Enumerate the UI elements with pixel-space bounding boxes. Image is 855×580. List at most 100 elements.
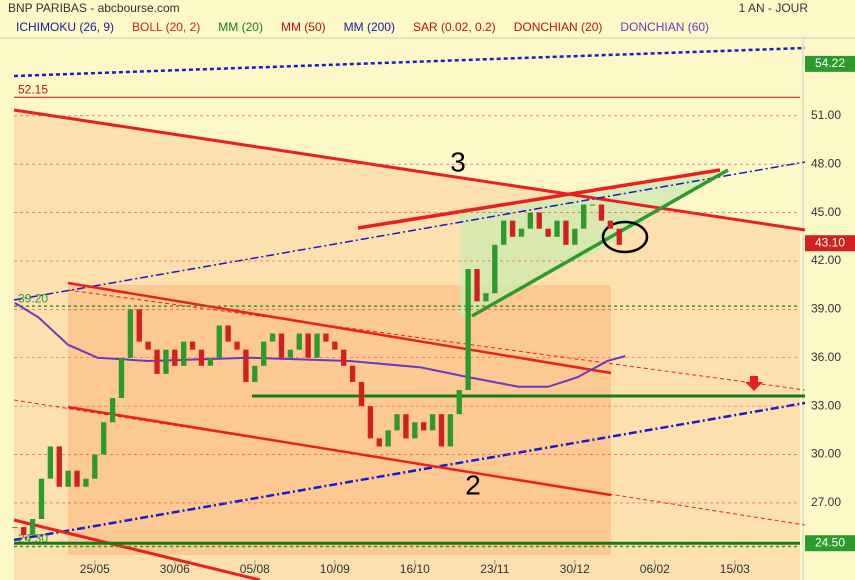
candle bbox=[163, 349, 169, 374]
y-tick-label: 45.00 bbox=[811, 205, 841, 219]
x-tick-label: 05/08 bbox=[240, 562, 270, 576]
candle bbox=[474, 269, 480, 302]
candle bbox=[181, 341, 187, 366]
candle bbox=[349, 365, 356, 382]
candle bbox=[527, 212, 534, 229]
candle bbox=[616, 228, 622, 245]
candle bbox=[598, 204, 605, 221]
candle bbox=[243, 349, 249, 382]
candle bbox=[305, 333, 311, 358]
candle bbox=[314, 333, 320, 358]
trend-line bbox=[13, 46, 806, 78]
channel-line bbox=[13, 518, 261, 580]
trend-line bbox=[13, 108, 806, 232]
candle bbox=[429, 414, 436, 431]
candle bbox=[501, 220, 507, 245]
legend-entry: BOLL (20, 2) bbox=[132, 20, 200, 34]
candle bbox=[101, 422, 107, 455]
candle bbox=[492, 244, 498, 294]
candle bbox=[118, 357, 125, 399]
price-tag-label: 24.50 bbox=[815, 535, 845, 549]
x-tick-label: 06/02 bbox=[640, 562, 670, 576]
candle bbox=[269, 333, 276, 342]
candle bbox=[394, 414, 400, 431]
channel-line bbox=[67, 289, 806, 391]
legend-entry: ICHIMOKU (26, 9) bbox=[16, 20, 114, 34]
candle bbox=[252, 365, 258, 382]
candle bbox=[47, 446, 54, 479]
legend-entry: DONCHIAN (60) bbox=[620, 20, 709, 34]
legend-entry: SAR (0.02, 0.2) bbox=[413, 20, 496, 34]
candle bbox=[12, 527, 18, 529]
candle bbox=[545, 228, 551, 237]
y-tick-label: 42.00 bbox=[811, 253, 841, 267]
candle bbox=[358, 381, 365, 407]
y-tick-label: 39.00 bbox=[811, 302, 841, 316]
candle bbox=[509, 220, 516, 237]
candle bbox=[536, 212, 542, 229]
candle bbox=[403, 414, 409, 439]
y-tick-label: 51.00 bbox=[811, 108, 841, 122]
x-tick-label: 10/09 bbox=[320, 562, 350, 576]
candle bbox=[74, 470, 80, 487]
candle bbox=[367, 406, 374, 439]
candle bbox=[483, 293, 489, 302]
triangle-line bbox=[471, 168, 729, 318]
annotation: 2 bbox=[465, 469, 481, 500]
legend-entry: MM (200) bbox=[344, 20, 395, 34]
candle bbox=[172, 349, 178, 366]
price-tag-label: 54.22 bbox=[815, 56, 845, 70]
candle bbox=[563, 220, 569, 245]
candle bbox=[589, 204, 596, 206]
x-tick-label: 15/03 bbox=[720, 562, 750, 576]
candle bbox=[145, 341, 151, 350]
candle bbox=[136, 309, 142, 342]
y-tick-label: 33.00 bbox=[811, 398, 841, 412]
candle bbox=[421, 422, 427, 431]
price-tag-label: 43.10 bbox=[815, 235, 845, 249]
candle bbox=[465, 269, 471, 390]
candle bbox=[56, 446, 62, 487]
candle bbox=[225, 325, 231, 342]
legend-entry: MM (20) bbox=[218, 20, 263, 34]
arrow bbox=[745, 376, 763, 391]
y-tick-label: 36.00 bbox=[811, 350, 841, 364]
candle bbox=[581, 204, 587, 229]
candle bbox=[518, 228, 525, 237]
candle bbox=[376, 438, 382, 447]
candle bbox=[438, 414, 445, 447]
candle bbox=[207, 357, 214, 366]
trend-line bbox=[13, 401, 806, 542]
x-tick-label: 25/05 bbox=[80, 562, 110, 576]
x-tick-label: 30/06 bbox=[160, 562, 190, 576]
donchian-box bbox=[68, 285, 611, 555]
price-tag bbox=[805, 55, 855, 72]
candle bbox=[154, 349, 160, 374]
candle bbox=[38, 478, 45, 520]
x-tick-label: 16/10 bbox=[400, 562, 430, 576]
level-label: 39.20 bbox=[18, 291, 48, 305]
price-tag bbox=[805, 235, 855, 252]
candle bbox=[261, 341, 267, 366]
candle bbox=[65, 470, 71, 487]
trend-line bbox=[13, 161, 806, 301]
candle bbox=[456, 390, 462, 415]
y-tick-label: 27.00 bbox=[811, 495, 841, 509]
candle bbox=[278, 333, 285, 358]
candle bbox=[607, 220, 614, 229]
y-tick-label: 30.00 bbox=[811, 447, 841, 461]
candle bbox=[385, 430, 391, 447]
highlight-circle bbox=[601, 220, 649, 254]
candle bbox=[332, 341, 338, 350]
candle bbox=[341, 349, 347, 366]
x-tick-label: 23/11 bbox=[480, 562, 509, 576]
candle bbox=[21, 527, 27, 536]
candle bbox=[554, 220, 560, 237]
x-tick-label: 30/12 bbox=[560, 562, 590, 576]
candle bbox=[216, 325, 222, 358]
title: BNP PARIBAS - abcbourse.com bbox=[8, 1, 180, 15]
candle bbox=[287, 349, 294, 358]
triangle-line bbox=[357, 168, 721, 230]
candle bbox=[109, 398, 116, 423]
